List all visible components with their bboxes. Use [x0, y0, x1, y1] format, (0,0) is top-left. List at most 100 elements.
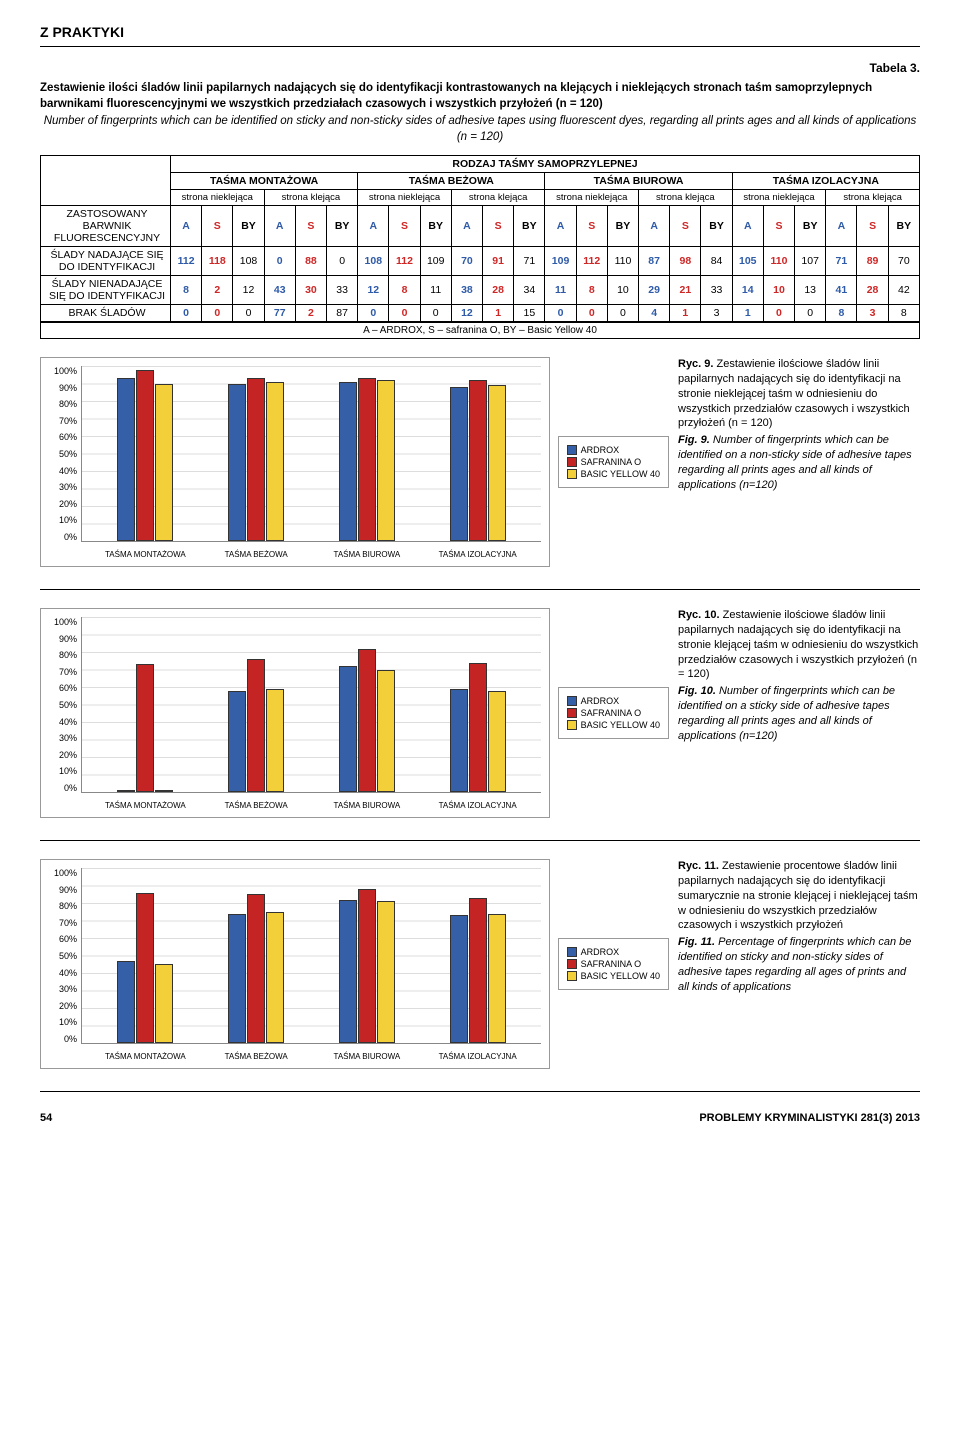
data-cell: 8 [576, 276, 607, 305]
ytick-label: 10% [45, 766, 77, 776]
ytick-label: 100% [45, 617, 77, 627]
dye-code: A [264, 206, 295, 247]
ytick-label: 100% [45, 366, 77, 376]
data-cell: 33 [701, 276, 732, 305]
super-header: RODZAJ TAŚMY SAMOPRZYLEPNEJ [171, 156, 920, 173]
bar-group: TAŚMA BIUROWA [339, 366, 395, 541]
ytick-label: 80% [45, 399, 77, 409]
data-cell: 29 [639, 276, 670, 305]
legend-swatch [567, 720, 577, 730]
legend-swatch [567, 959, 577, 969]
side-header: strona nieklejąca [732, 190, 826, 206]
ytick-label: 60% [45, 683, 77, 693]
dye-code: BY [420, 206, 451, 247]
dye-code: S [389, 206, 420, 247]
dye-code: BY [327, 206, 358, 247]
bar [136, 664, 154, 792]
side-header: strona klejąca [451, 190, 545, 206]
dye-code: BY [607, 206, 638, 247]
bar-group: TAŚMA BEŻOWA [228, 617, 284, 792]
side-header: strona klejąca [639, 190, 733, 206]
legend-label: BASIC YELLOW 40 [581, 469, 660, 479]
x-label: TAŚMA IZOLACYJNA [439, 550, 517, 559]
data-cell: 11 [545, 276, 576, 305]
divider [40, 589, 920, 590]
data-cell: 13 [795, 276, 826, 305]
data-cell: 0 [545, 305, 576, 322]
ytick-label: 50% [45, 700, 77, 710]
data-cell: 2 [295, 305, 326, 322]
data-cell: 112 [389, 247, 420, 276]
bar [469, 898, 487, 1043]
data-cell: 108 [358, 247, 389, 276]
footer-rule [40, 1091, 920, 1092]
legend-item: BASIC YELLOW 40 [567, 469, 660, 479]
data-cell: 0 [264, 247, 295, 276]
data-cell: 105 [732, 247, 763, 276]
divider [40, 840, 920, 841]
dye-code: BY [233, 206, 264, 247]
bar [469, 663, 487, 793]
ytick-label: 70% [45, 918, 77, 928]
data-cell: 71 [514, 247, 545, 276]
ytick-label: 30% [45, 984, 77, 994]
data-cell: 4 [639, 305, 670, 322]
data-cell: 1 [732, 305, 763, 322]
bar [155, 384, 173, 542]
bar [228, 914, 246, 1044]
bar [228, 384, 246, 542]
ytick-label: 20% [45, 1001, 77, 1011]
ytick-label: 90% [45, 634, 77, 644]
ytick-label: 40% [45, 968, 77, 978]
dye-code: A [732, 206, 763, 247]
data-cell: 0 [607, 305, 638, 322]
bar [247, 659, 265, 792]
data-cell: 0 [171, 305, 202, 322]
data-cell: 87 [639, 247, 670, 276]
side-row: strona nieklejącastrona klejącastrona ni… [41, 190, 920, 206]
legend-label: SAFRANINA O [581, 457, 642, 467]
legend-swatch [567, 947, 577, 957]
dye-code: A [171, 206, 202, 247]
x-label: TAŚMA MONTAŻOWA [105, 801, 186, 810]
page-footer: 54 PROBLEMY KRYMINALISTYKI 281(3) 2013 [40, 1112, 920, 1124]
data-cell: 41 [826, 276, 857, 305]
data-cell: 0 [763, 305, 794, 322]
data-cell: 0 [420, 305, 451, 322]
x-label: TAŚMA BIUROWA [334, 801, 401, 810]
bar-group: TAŚMA BEŻOWA [228, 868, 284, 1043]
dye-code: A [826, 206, 857, 247]
data-cell: 0 [576, 305, 607, 322]
data-cell: 0 [389, 305, 420, 322]
ytick-label: 0% [45, 1034, 77, 1044]
ytick-label: 40% [45, 717, 77, 727]
ytick-label: 60% [45, 432, 77, 442]
x-label: TAŚMA BIUROWA [334, 550, 401, 559]
legend-swatch [567, 469, 577, 479]
data-cell: 8 [171, 276, 202, 305]
legend-label: BASIC YELLOW 40 [581, 720, 660, 730]
data-cell: 98 [670, 247, 701, 276]
bar [450, 915, 468, 1043]
data-cell: 108 [233, 247, 264, 276]
bar-group: TAŚMA MONTAŻOWA [117, 366, 173, 541]
bar-group: TAŚMA MONTAŻOWA [117, 868, 173, 1043]
dye-code: S [670, 206, 701, 247]
bar [377, 380, 395, 541]
x-label: TAŚMA BEŻOWA [225, 550, 288, 559]
dye-code: S [483, 206, 514, 247]
bar [450, 689, 468, 792]
dye-code: S [295, 206, 326, 247]
ytick-label: 80% [45, 901, 77, 911]
bar [228, 691, 246, 793]
bar [117, 790, 135, 792]
legend-label: ARDROX [581, 947, 620, 957]
ytick-label: 20% [45, 750, 77, 760]
ytick-label: 80% [45, 650, 77, 660]
data-cell: 109 [420, 247, 451, 276]
data-cell: 12 [358, 276, 389, 305]
ytick-label: 0% [45, 532, 77, 542]
data-cell: 12 [233, 276, 264, 305]
table-caption-pl: Zestawienie ilości śladów linii papilarn… [40, 81, 920, 112]
row-label: ŚLADY NADAJĄCE SIĘ DO IDENTYFIKACJI [41, 247, 171, 276]
